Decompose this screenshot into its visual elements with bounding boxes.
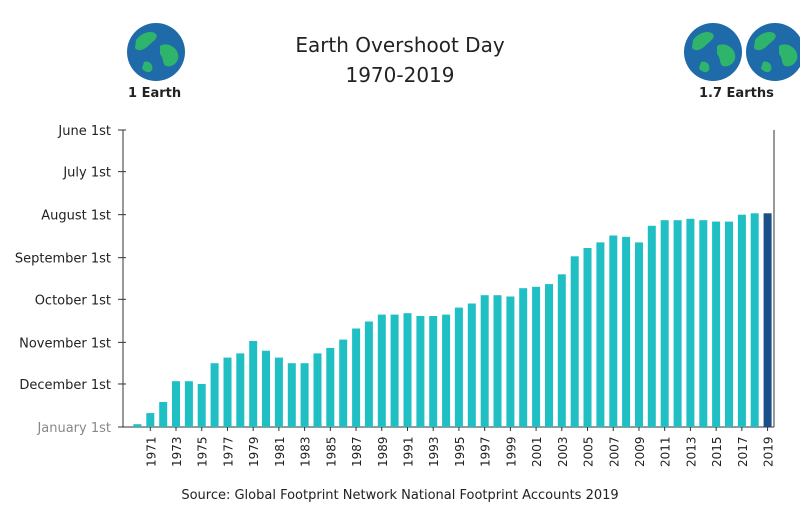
bar: [416, 316, 425, 427]
bar: [699, 220, 708, 427]
x-tick-label: 2009: [633, 436, 647, 467]
one-point-seven-earths-label: 1.7 Earths: [699, 86, 774, 101]
bar: [429, 316, 438, 427]
x-tick-label: 2013: [684, 436, 698, 467]
x-tick-label: 1977: [221, 436, 235, 467]
y-tick-label: September 1st: [15, 252, 111, 267]
x-tick-label: 2019: [762, 436, 776, 467]
bar: [532, 286, 541, 427]
y-tick-label: August 1st: [41, 209, 111, 224]
y-tick-label: July 1st: [62, 166, 111, 181]
bar: [570, 256, 579, 427]
bar: [647, 225, 656, 427]
bar: [673, 220, 682, 427]
x-tick-label: 2011: [659, 436, 673, 467]
bar: [545, 284, 553, 427]
bar: [622, 236, 631, 427]
bar: [467, 303, 476, 427]
x-tick-label: 1983: [299, 436, 313, 467]
bar: [390, 314, 399, 427]
x-tick-label: 1995: [453, 436, 467, 467]
bar: [249, 341, 258, 427]
x-tick-label: 1987: [350, 436, 364, 467]
bar: [763, 213, 772, 427]
bar: [236, 353, 245, 427]
bar: [364, 321, 373, 427]
x-tick-label: 2005: [582, 436, 596, 467]
bar: [403, 313, 412, 427]
bar: [725, 221, 733, 427]
chart-title: Earth Overshoot Day 1970-2019: [0, 30, 800, 90]
bar: [480, 295, 489, 427]
x-tick-label: 1985: [324, 436, 338, 467]
bar: [454, 307, 463, 427]
earth-globes-icon: [684, 23, 800, 81]
bar: [557, 274, 566, 427]
bar: [300, 363, 309, 427]
y-tick-label: October 1st: [35, 293, 111, 308]
bar: [712, 221, 721, 427]
bar: [442, 314, 451, 427]
bar: [750, 213, 759, 427]
x-tick-label: 1997: [479, 436, 493, 467]
bar: [596, 242, 605, 427]
y-tick-label: January 1st: [36, 421, 111, 436]
bar: [339, 339, 348, 427]
title-line-2: 1970-2019: [345, 63, 455, 87]
x-tick-label: 1981: [273, 436, 287, 467]
earth-globe-icon: [127, 23, 185, 81]
bar: [210, 363, 219, 427]
bar: [146, 413, 155, 427]
x-tick-label: 1999: [504, 436, 518, 467]
x-tick-label: 2017: [736, 436, 750, 467]
x-tick-label: 1989: [376, 436, 390, 467]
x-tick-label: 1979: [247, 436, 261, 467]
bar: [609, 235, 618, 427]
bar: [506, 296, 515, 427]
x-tick-label: 2001: [530, 436, 544, 467]
bar: [287, 363, 296, 427]
bar: [583, 248, 592, 427]
bar: [737, 214, 746, 427]
x-tick-label: 2007: [607, 436, 621, 467]
bar: [262, 350, 270, 427]
bar: [184, 381, 193, 427]
bar: [686, 218, 695, 427]
bar: [172, 381, 180, 427]
x-tick-label: 1993: [427, 436, 441, 467]
title-line-1: Earth Overshoot Day: [295, 33, 505, 57]
x-tick-label: 2015: [710, 436, 724, 467]
bar: [274, 357, 283, 427]
bar: [493, 295, 502, 427]
bar: [326, 347, 335, 427]
bar: [159, 402, 168, 427]
y-tick-label: December 1st: [19, 378, 111, 393]
bar: [223, 357, 232, 427]
bar: [313, 353, 322, 427]
x-tick-label: 1975: [196, 436, 210, 467]
bar: [660, 220, 669, 427]
bar: [133, 424, 142, 427]
y-tick-label: November 1st: [19, 336, 111, 351]
bar: [519, 288, 528, 427]
one-earth-label: 1 Earth: [128, 86, 182, 101]
bar: [377, 314, 386, 427]
y-tick-label: June 1st: [57, 124, 111, 139]
source-note: Source: Global Footprint Network Nationa…: [181, 488, 619, 503]
bar: [352, 328, 361, 427]
x-tick-label: 2003: [556, 436, 570, 467]
x-tick-label: 1991: [401, 436, 415, 467]
x-tick-label: 1971: [144, 436, 158, 467]
bar: [197, 384, 206, 427]
bar: [635, 242, 643, 427]
x-tick-label: 1973: [170, 436, 184, 467]
